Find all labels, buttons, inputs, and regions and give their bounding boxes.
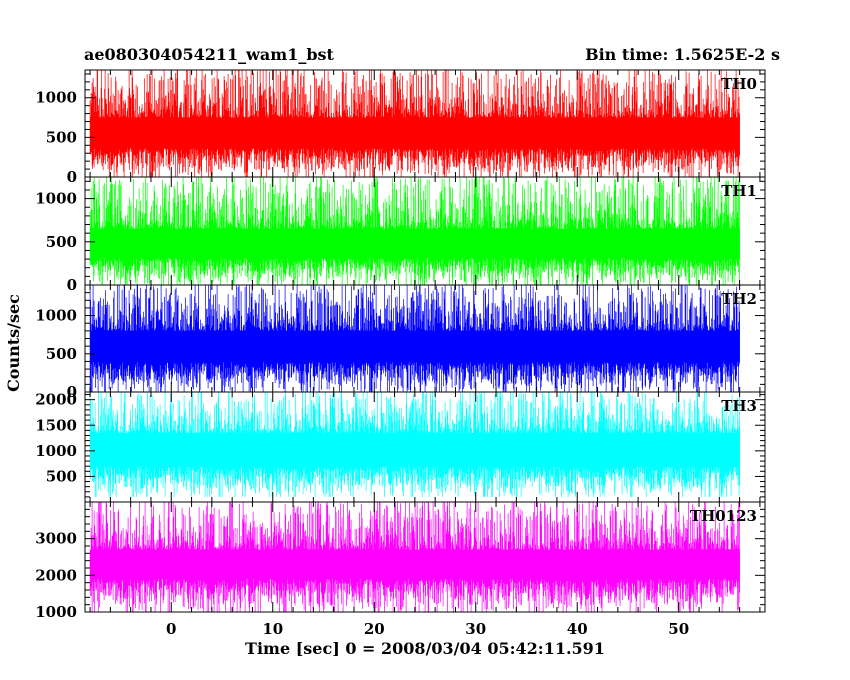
y-tick-label: 1500 bbox=[35, 416, 77, 434]
x-tick-label: 40 bbox=[567, 620, 588, 638]
series-th2-trace bbox=[89, 285, 740, 392]
y-tick-label: 2000 bbox=[35, 391, 77, 409]
series-label-th1: TH1 bbox=[721, 182, 757, 200]
y-tick-label: 500 bbox=[46, 233, 77, 251]
y-tick-label: 1000 bbox=[35, 603, 77, 621]
y-axis-label: Counts/sec bbox=[4, 294, 23, 392]
panel-th2: 0 500 1000 TH2 bbox=[35, 284, 766, 401]
y-tick-label: 500 bbox=[46, 345, 77, 363]
y-tick-label: 1000 bbox=[35, 89, 77, 107]
series-label-th0: TH0 bbox=[721, 75, 757, 93]
x-axis-label: Time [sec] 0 = 2008/03/04 05:42:11.591 bbox=[245, 639, 605, 658]
x-tick-label: 10 bbox=[262, 620, 283, 638]
x-tick-label: 20 bbox=[364, 620, 385, 638]
panel-th0123: 1000 2000 3000 TH0123 bbox=[35, 501, 766, 621]
y-tick-label: 0 bbox=[67, 383, 77, 401]
panel-th1: 0 500 1000 TH1 bbox=[35, 176, 766, 294]
y-tick-label: 500 bbox=[46, 467, 77, 485]
bin-time-label: Bin time: 1.5625E-2 s bbox=[585, 45, 780, 64]
series-th0-trace bbox=[89, 70, 740, 177]
y-tick-label: 0 bbox=[67, 168, 77, 186]
y-tick-label: 3000 bbox=[35, 530, 77, 548]
panel-th3: 500 1000 1500 2000 TH3 bbox=[35, 391, 766, 503]
y-tick-label: 500 bbox=[46, 128, 77, 146]
series-label-th3: TH3 bbox=[721, 397, 757, 415]
panel-th0: 0 500 1000 TH0 bbox=[35, 69, 766, 186]
y-tick-label: 1000 bbox=[35, 307, 77, 325]
chart-title: ae080304054211_wam1_bst bbox=[84, 45, 335, 64]
x-tick-label: 50 bbox=[668, 620, 689, 638]
y-tick-label: 2000 bbox=[35, 566, 77, 584]
y-tick-label: 1000 bbox=[35, 190, 77, 208]
series-th1-trace bbox=[89, 177, 740, 285]
series-label-th2: TH2 bbox=[721, 290, 757, 308]
y-tick-label: 1000 bbox=[35, 442, 77, 460]
series-label-th0123: TH0123 bbox=[690, 507, 757, 525]
x-tick-label: 0 bbox=[166, 620, 176, 638]
series-th3-trace bbox=[89, 392, 740, 497]
panel-frame bbox=[84, 501, 766, 613]
series-th0123-trace bbox=[89, 502, 740, 612]
y-tick-label: 0 bbox=[67, 276, 77, 294]
x-tick-label: 30 bbox=[465, 620, 486, 638]
